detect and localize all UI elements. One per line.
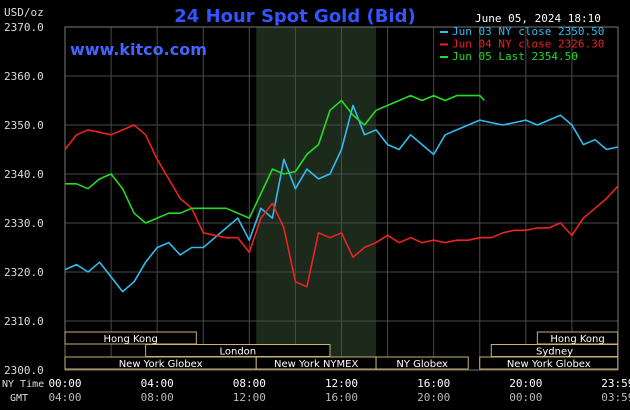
legend-entry: Jun 03 NY close 2350.50: [452, 25, 604, 38]
session-label: Sydney: [536, 347, 573, 358]
x-tick-label-gmt: 00:00: [509, 391, 542, 404]
x-axis-label-gmt: GMT: [10, 393, 28, 404]
y-tick-label: 2320.0: [4, 266, 44, 279]
y-tick-label: 2300.0: [4, 364, 44, 377]
x-tick-label-ny: 08:00: [233, 377, 266, 390]
series-line-2: [64, 124, 619, 288]
source-label: www.kitco.com: [70, 40, 207, 59]
x-tick-label-gmt: 12:00: [233, 391, 266, 404]
session-label: New York NYMEX: [274, 359, 359, 370]
x-tick-label-ny: 23:59: [601, 377, 630, 390]
session-label: London: [219, 347, 256, 358]
plot-frame: [64, 26, 619, 371]
session-box: [479, 356, 619, 370]
x-tick-label-ny: 16:00: [417, 377, 450, 390]
x-tick-label-ny: 00:00: [48, 377, 81, 390]
series-line-1: [64, 104, 618, 293]
timestamp-label: June 05, 2024 18:10: [475, 12, 601, 25]
y-tick-label: 2340.0: [4, 168, 44, 181]
x-tick-label-gmt: 08:00: [141, 391, 174, 404]
chart-title: 24 Hour Spot Gold (Bid): [174, 6, 415, 27]
legend-entry: Jun 04 NY close 2326.30: [452, 38, 604, 51]
x-tick-label-gmt: 03:59: [601, 391, 630, 404]
x-tick-label-gmt: 20:00: [417, 391, 450, 404]
session-box: [375, 356, 469, 370]
session-highlight: [256, 27, 377, 370]
session-label: NY Globex: [396, 359, 448, 370]
y-tick-label: 2330.0: [4, 217, 44, 230]
x-tick-label-ny: 20:00: [509, 377, 542, 390]
y-tick-label: 2370.0: [4, 21, 44, 34]
y-tick-label: 2360.0: [4, 70, 44, 83]
session-box: [64, 331, 197, 345]
y-tick-label: 2310.0: [4, 315, 44, 328]
session-label: New York Globex: [119, 359, 203, 370]
x-tick-label-ny: 04:00: [141, 377, 174, 390]
session-label: Hong Kong: [103, 334, 157, 345]
y-unit-label: USD/oz: [4, 6, 44, 19]
x-tick-label-gmt: 16:00: [325, 391, 358, 404]
x-tick-label-ny: 12:00: [325, 377, 358, 390]
x-tick-label-gmt: 04:00: [48, 391, 81, 404]
legend-entry: Jun 05 Last 2354.50: [452, 50, 578, 63]
y-tick-label: 2350.0: [4, 119, 44, 132]
x-axis-label-ny: NY Time: [2, 379, 44, 390]
session-label: New York Globex: [507, 359, 591, 370]
session-label: Hong Kong: [550, 334, 604, 345]
series-line-3: [65, 94, 485, 224]
plot-layer: 2300.0 2310.0 2320.0 2330.0 2340.0 2350.0 2360…: [4, 21, 630, 404]
